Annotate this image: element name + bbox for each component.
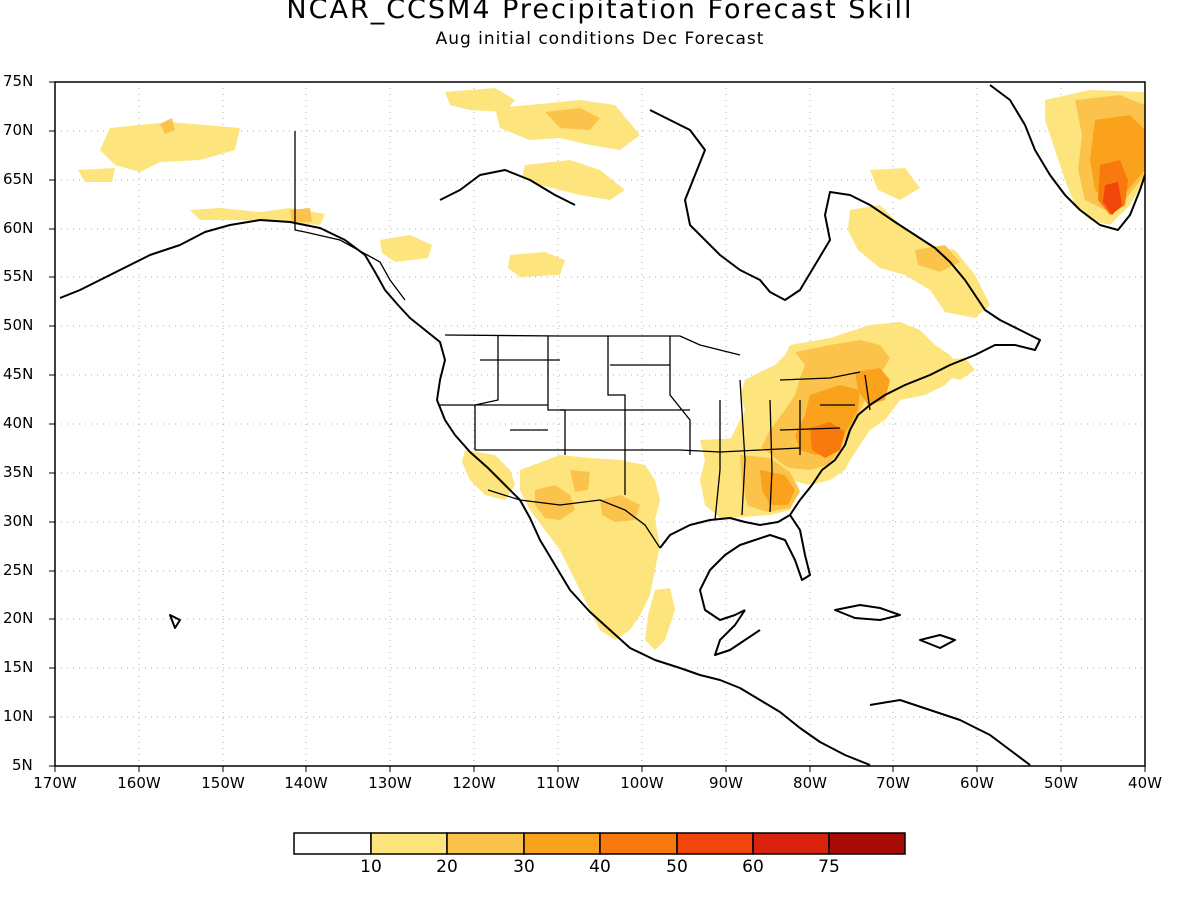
lon-label-110w: 110W (536, 774, 580, 792)
lon-label-160w: 160W (117, 774, 161, 792)
map-title: NCAR_CCSM4 Precipitation Forecast Skill (286, 0, 914, 25)
colorbar-label-10: 10 (360, 857, 382, 877)
map-subtitle: Aug initial conditions Dec Forecast (435, 29, 765, 49)
lon-label-80w: 80W (793, 774, 827, 792)
lat-label-70n: 70N (3, 121, 34, 139)
lat-label-45n: 45N (3, 365, 34, 383)
skill-shading (78, 88, 1145, 650)
lon-label-60w: 60W (960, 774, 994, 792)
political-borders (294, 131, 871, 549)
lat-label-55n: 55N (3, 267, 34, 285)
colorbar (293, 832, 906, 855)
colorbar-label-40: 40 (589, 857, 611, 877)
lat-label-15n: 15N (3, 658, 34, 676)
lon-label-140w: 140W (284, 774, 328, 792)
lon-label-70w: 70W (876, 774, 910, 792)
lat-label-40n: 40N (3, 414, 34, 432)
lat-label-65n: 65N (3, 170, 34, 188)
lon-label-170w: 170W (33, 774, 77, 792)
lon-label-150w: 150W (201, 774, 245, 792)
lat-label-20n: 20N (3, 609, 34, 627)
colorbar-bin-7 (828, 832, 906, 855)
coastlines (59, 84, 1145, 766)
lat-label-25n: 25N (3, 561, 34, 579)
lat-label-30n: 30N (3, 512, 34, 530)
colorbar-bin-1 (370, 832, 448, 855)
axis-ticks (49, 81, 1146, 772)
lat-label-5n: 5N (12, 756, 33, 774)
lat-label-50n: 50N (3, 316, 34, 334)
lon-label-50w: 50W (1044, 774, 1078, 792)
lat-label-35n: 35N (3, 463, 34, 481)
colorbar-bin-3 (523, 832, 601, 855)
lon-label-120w: 120W (452, 774, 496, 792)
colorbar-bin-4 (599, 832, 678, 855)
lon-label-100w: 100W (620, 774, 664, 792)
colorbar-label-30: 30 (513, 857, 535, 877)
colorbar-label-20: 20 (436, 857, 458, 877)
colorbar-bin-5 (676, 832, 754, 855)
lon-label-90w: 90W (709, 774, 743, 792)
colorbar-bin-6 (752, 832, 830, 855)
lon-label-130w: 130W (368, 774, 412, 792)
lat-label-60n: 60N (3, 219, 34, 237)
colorbar-label-50: 50 (666, 857, 688, 877)
colorbar-bin-0 (293, 832, 372, 855)
lat-label-75n: 75N (3, 72, 34, 90)
colorbar-label-60: 60 (742, 857, 764, 877)
colorbar-bin-2 (446, 832, 525, 855)
lon-label-40w: 40W (1128, 774, 1162, 792)
lat-label-10n: 10N (3, 707, 34, 725)
colorbar-label-75: 75 (818, 857, 840, 877)
